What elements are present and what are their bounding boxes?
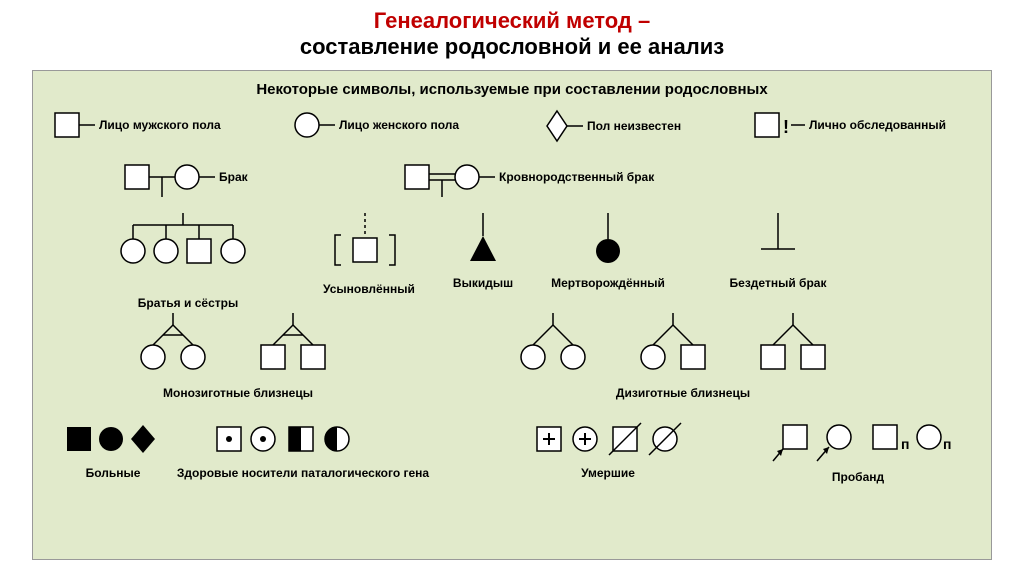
symbol-childless: Бездетный брак: [713, 211, 843, 290]
symbol-deceased: Умершие: [533, 421, 703, 480]
svg-text:Лично обследованный: Лично обследованный: [809, 118, 946, 132]
svg-text:Пол неизвестен: Пол неизвестен: [587, 119, 681, 133]
symbol-proband: п п Пробанд: [773, 419, 953, 484]
svg-text:Кровнородственный брак: Кровнородственный брак: [499, 170, 655, 184]
svg-text:п: п: [943, 436, 951, 452]
svg-text:Лицо мужского пола: Лицо мужского пола: [99, 118, 221, 132]
page-title-line1: Генеалогический метод –: [0, 8, 1024, 34]
symbol-adopted: Усыновлённый: [323, 211, 413, 296]
svg-text:Лицо женского пола: Лицо женского пола: [339, 118, 459, 132]
svg-text:Брак: Брак: [219, 170, 249, 184]
symbol-unknown-sex: Пол неизвестен: [543, 109, 723, 148]
symbol-siblings: Братья и сёстры: [113, 211, 293, 310]
symbol-consanguineous-marriage: Кровнородственный брак: [403, 159, 683, 204]
svg-text:!: !: [783, 117, 789, 137]
symbol-examined: ! Лично обследованный: [753, 111, 963, 146]
symbol-male: Лицо мужского пола: [53, 111, 253, 146]
symbols-panel: Некоторые символы, используемые при сост…: [32, 70, 992, 560]
page-title-line2: составление родословной и ее анализ: [0, 34, 1024, 60]
panel-heading: Некоторые символы, используемые при сост…: [47, 81, 977, 98]
symbol-monozygotic-twins: Монозиготные близнецы: [133, 311, 363, 400]
symbol-dizygotic-twins: Дизиготные близнецы: [513, 311, 873, 400]
symbol-marriage: Брак: [123, 159, 303, 204]
svg-text:п: п: [901, 436, 909, 452]
symbol-miscarriage: Выкидыш: [448, 211, 518, 290]
symbol-affected: Больные: [63, 421, 173, 480]
symbol-stillborn: Мертворождённый: [543, 211, 673, 290]
symbol-carriers: Здоровые носители паталогического гена: [213, 421, 443, 480]
symbol-female: Лицо женского пола: [293, 111, 493, 146]
